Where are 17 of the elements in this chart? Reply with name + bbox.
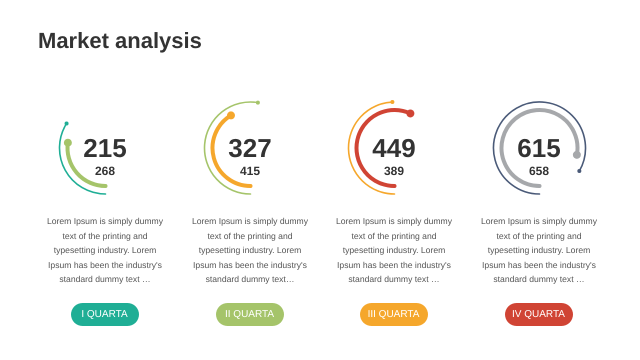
data-label: 449 [371,133,417,164]
data-label: 215 [82,133,128,164]
text: Lorem Ipsum is simply dummy text of the printing and typesetting industry. Lorem Ipsum has been the industry's standard dummy text … [480,215,598,286]
text: Market analysis [38,28,202,54]
data-label: 389 [382,164,406,178]
text: I QUARTA [70,303,138,326]
data-label: 615 [516,133,562,164]
data-label: 268 [94,164,116,178]
text: II QUARTA [216,303,284,326]
text: III QUARTA [360,303,428,326]
text: Lorem Ipsum is simply dummy text of the printing and typesetting industry. Lorem Ipsum has been the industry's standard dummy text… [192,215,308,286]
data-label: 327 [227,133,273,164]
data-label: 415 [238,164,262,178]
text: Lorem Ipsum is simply dummy text of the printing and typesetting industry. Lorem Ipsum has been the industry's standard dummy text … [336,215,452,286]
text: IV QUARTA [504,303,572,326]
text: Lorem Ipsum is simply dummy text of the printing and typesetting industry. Lorem Ipsum has been the industry's standard dummy text … [46,215,164,286]
data-label: 658 [528,164,550,178]
